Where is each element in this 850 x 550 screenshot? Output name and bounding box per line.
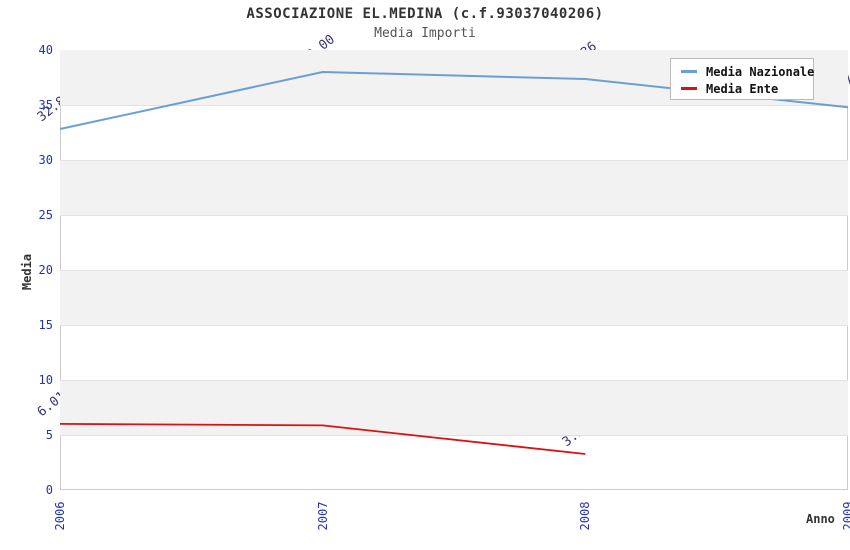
legend: Media Nazionale Media Ente	[670, 58, 814, 100]
y-tick-label: 25	[38, 208, 53, 222]
chart-title: ASSOCIAZIONE EL.MEDINA (c.f.93037040206)	[246, 6, 604, 22]
y-tick-label: 15	[38, 318, 53, 332]
y-tick-label: 0	[45, 483, 53, 497]
gridline	[60, 380, 848, 381]
y-tick-label: 20	[38, 263, 53, 277]
x-axis-title: Anno	[806, 512, 835, 526]
gridline	[60, 160, 848, 161]
y-tick-label: 35	[38, 98, 53, 112]
legend-row: Media Ente	[681, 80, 813, 97]
background-band	[60, 270, 848, 325]
gridline	[60, 215, 848, 216]
legend-label: Media Nazionale	[706, 64, 815, 79]
chart-subtitle: Media Importi	[374, 26, 476, 41]
background-band	[60, 380, 848, 435]
gridline	[60, 435, 848, 436]
background-band	[60, 160, 848, 215]
y-axis-title: Media	[20, 253, 34, 291]
x-tick-label: 2007	[315, 501, 330, 531]
gridline	[60, 105, 848, 106]
legend-label: Media Ente	[706, 81, 779, 96]
y-tick-label: 30	[38, 153, 53, 167]
legend-line-icon	[681, 70, 697, 73]
gridline	[60, 325, 848, 326]
x-tick-label: 2009	[841, 501, 850, 531]
legend-line-icon	[681, 87, 697, 90]
y-tick-label: 5	[45, 428, 53, 442]
y-tick-label: 40	[38, 43, 53, 57]
legend-row: Media Nazionale	[681, 63, 815, 80]
x-tick-label: 2008	[578, 501, 593, 531]
x-tick-label: 2006	[53, 501, 67, 531]
gridline	[60, 270, 848, 271]
y-tick-label: 10	[38, 373, 53, 387]
